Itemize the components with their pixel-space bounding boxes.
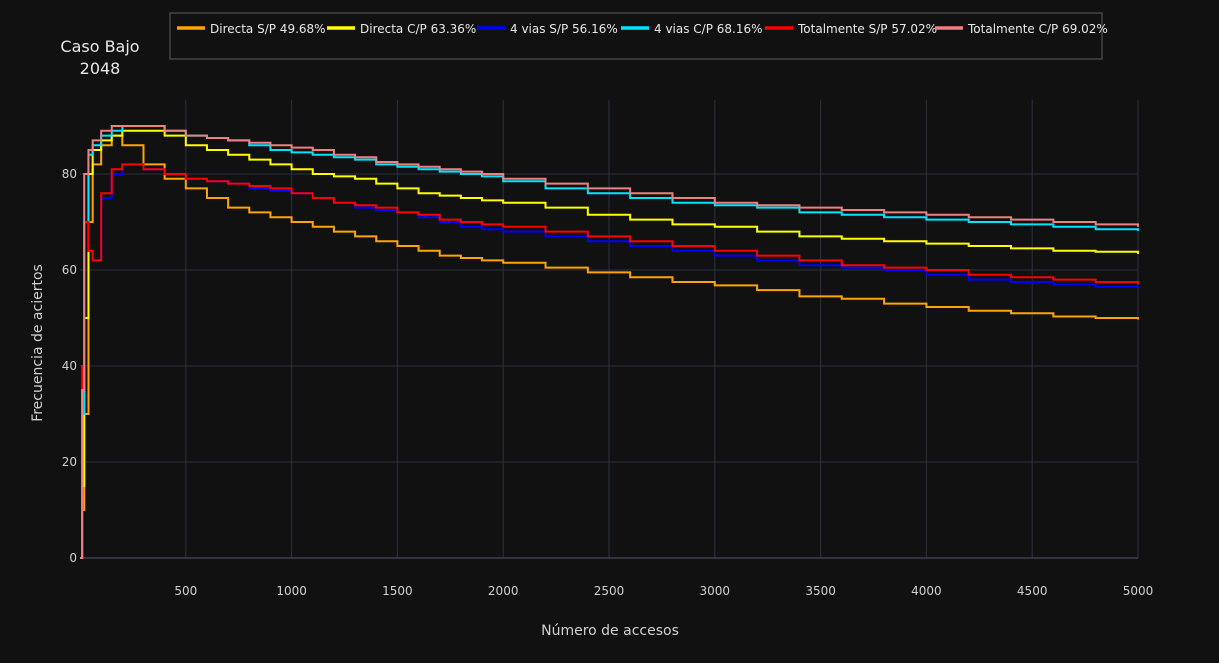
series-line-5	[80, 163, 1139, 559]
series-line-4	[80, 125, 1139, 559]
legend-label: 4 vias C/P 68.16%	[654, 22, 763, 36]
legend-label: 4 vias S/P 56.16%	[510, 22, 618, 36]
legend-item-3[interactable]: 4 vias S/P 56.16%	[477, 22, 618, 36]
legend-label: Directa C/P 63.36%	[360, 22, 476, 36]
y-ticks: 0 20 40 60 80	[62, 167, 77, 565]
legend-label: Totalmente S/P 57.02%	[797, 22, 937, 36]
chart-title-line-2: 2048	[80, 59, 121, 78]
legend-label: Totalmente C/P 69.02%	[967, 22, 1108, 36]
y-tick-label: 80	[62, 167, 77, 181]
legend-label: Directa S/P 49.68%	[210, 22, 326, 36]
x-tick-label: 2000	[488, 584, 519, 598]
chart-title-line-1: Caso Bajo	[60, 37, 139, 56]
legend-item-5[interactable]: Totalmente S/P 57.02%	[765, 22, 937, 36]
grid	[80, 100, 1139, 559]
x-tick-label: 3500	[805, 584, 836, 598]
legend-box	[169, 12, 1103, 60]
series-line-2	[80, 129, 1139, 559]
x-ticks: 500 1000 1500 2000 2500 3000 3500 4000 4500 5000	[174, 584, 1153, 598]
x-tick-label: 5000	[1123, 584, 1154, 598]
y-axis-title: Frecuencia de aciertos	[30, 264, 46, 422]
x-axis-title: Número de accesos	[541, 623, 679, 639]
legend-item-2[interactable]: Directa C/P 63.36%	[327, 22, 476, 36]
y-tick-label: 20	[62, 455, 77, 469]
x-tick-label: 1500	[382, 584, 413, 598]
y-tick-label: 40	[62, 359, 77, 373]
x-tick-label: 500	[174, 584, 197, 598]
x-tick-label: 3000	[700, 584, 731, 598]
y-tick-label: 60	[62, 263, 77, 277]
legend-item-1[interactable]: Directa S/P 49.68%	[177, 22, 326, 36]
y-tick-label: 0	[69, 551, 77, 565]
series-line-6	[80, 125, 1139, 559]
x-tick-label: 2500	[594, 584, 625, 598]
legend-item-4[interactable]: 4 vias C/P 68.16%	[621, 22, 763, 36]
x-tick-label: 4000	[911, 584, 942, 598]
series-line-1	[80, 134, 1139, 559]
x-tick-label: 1000	[276, 584, 307, 598]
x-tick-label: 4500	[1017, 584, 1048, 598]
legend[interactable]: Directa S/P 49.68% Directa C/P 63.36% 4 vi…	[169, 12, 1108, 60]
legend-item-6[interactable]: Totalmente C/P 69.02%	[935, 22, 1108, 36]
plot-lines	[80, 125, 1139, 559]
